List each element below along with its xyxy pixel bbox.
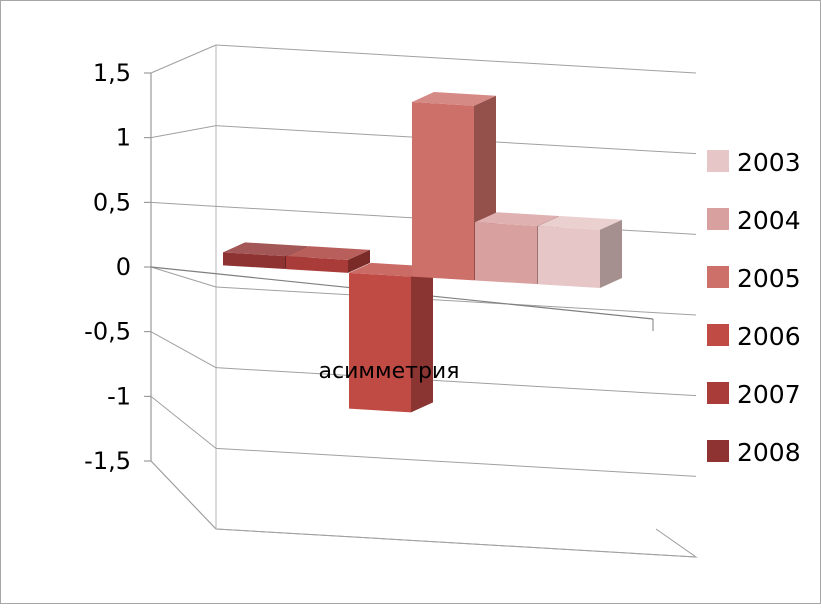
category-labels: асимметрия [319,359,460,384]
bar-2003 [538,216,622,288]
bar-front-2006 [349,272,411,413]
legend-item-2005: 2005 [707,264,801,293]
category-label: асимметрия [319,359,460,384]
bar-front-2008 [223,252,285,270]
y-tick-label: -1 [107,382,131,410]
bar-top-2005 [412,92,496,106]
legend-item-2004: 2004 [707,206,801,235]
bar-top-2003 [538,216,622,230]
legend-label: 2006 [737,322,801,351]
legend-swatch [707,324,729,346]
y-tick-label: 0,5 [93,188,131,216]
bar-2007 [286,246,370,273]
bar-top-2008 [223,242,307,257]
legend-swatch [707,150,729,172]
legend-item-2007: 2007 [707,380,801,409]
gridline-side [150,460,217,530]
bar-front-2004 [475,222,537,285]
legend-label: 2005 [737,264,801,293]
legend-label: 2008 [737,438,801,467]
bar-top-2007 [286,246,370,260]
legend-item-2008: 2008 [707,438,801,467]
gridline-side [150,201,217,207]
gridline-back [215,447,697,477]
y-tick-label: 1 [116,124,131,152]
legend-swatch [707,440,729,462]
bars [223,92,622,413]
bar-front-2007 [286,256,348,273]
bar-2006 [349,262,433,413]
legend-item-2006: 2006 [707,322,801,351]
y-tick-label: 1,5 [93,59,131,87]
gridline-back [215,44,697,74]
gridline-side [150,395,217,449]
gridline-side [150,331,217,369]
legend-label: 2007 [737,380,801,409]
legend-swatch [707,208,729,230]
gridline-back [215,367,697,397]
bar-side-2006 [411,266,433,413]
bar-front-2005 [412,102,474,281]
y-axis-ticks: 1,5 1 0,5 0 -0,5 -1 -1,5 [84,59,131,475]
legend-item-2003: 2003 [707,148,801,177]
legend-swatch [707,266,729,288]
gridline-side [150,44,217,74]
bar-front-2003 [538,226,600,288]
y-tick-label: -1,5 [84,447,131,475]
bar-side-2007 [348,249,370,273]
gridline-back [215,286,697,316]
floor-outline [150,460,698,558]
bar-side-2003 [600,219,622,288]
legend-label: 2003 [737,148,801,177]
gridline-side [150,266,217,288]
legend-label: 2004 [737,206,801,235]
bar-top-2004 [475,212,559,226]
y-tick-label: -0,5 [84,318,131,346]
legend: 2003 2004 2005 2006 2007 2008 [707,148,801,467]
gridline-side [150,125,217,139]
legend-swatch [707,382,729,404]
gridline-back [215,528,697,558]
y-tick-label: 0 [116,253,131,281]
